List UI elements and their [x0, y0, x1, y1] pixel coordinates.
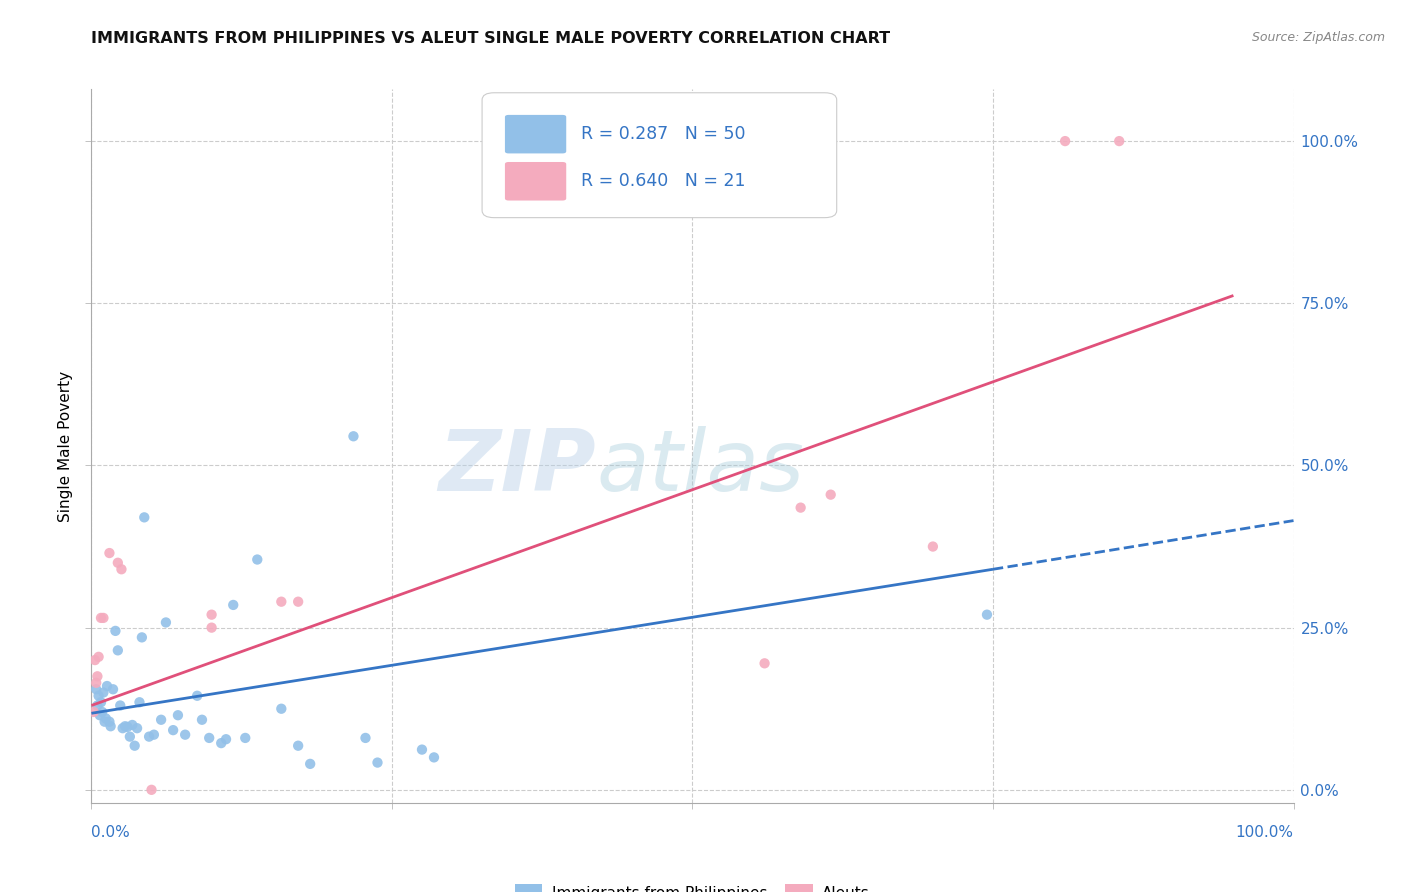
Point: [222, 598, 245, 612]
Y-axis label: Single Male Poverty: Single Male Poverty: [58, 370, 73, 522]
Point: [186, 689, 208, 703]
Point: [174, 728, 197, 742]
Point: [138, 730, 160, 744]
FancyBboxPatch shape: [505, 115, 567, 153]
Point: [201, 607, 224, 622]
Point: [87, 689, 110, 703]
Point: [131, 631, 153, 645]
Point: [354, 731, 377, 745]
Point: [922, 540, 945, 554]
Point: [1108, 134, 1130, 148]
FancyBboxPatch shape: [505, 162, 567, 201]
Point: [107, 556, 129, 570]
Point: [141, 782, 163, 797]
Point: [191, 713, 214, 727]
Point: [215, 732, 238, 747]
Text: IMMIGRANTS FROM PHILIPPINES VS ALEUT SINGLE MALE POVERTY CORRELATION CHART: IMMIGRANTS FROM PHILIPPINES VS ALEUT SIN…: [91, 31, 890, 46]
Point: [89, 708, 111, 723]
Point: [101, 682, 124, 697]
Point: [91, 705, 114, 719]
Point: [342, 429, 364, 443]
Text: 100.0%: 100.0%: [1236, 825, 1294, 840]
Point: [100, 719, 122, 733]
Point: [820, 488, 842, 502]
Point: [789, 500, 811, 515]
Point: [270, 595, 292, 609]
Point: [246, 552, 269, 566]
Point: [93, 685, 115, 699]
Point: [84, 653, 107, 667]
Point: [162, 723, 184, 738]
Point: [94, 711, 117, 725]
Text: Source: ZipAtlas.com: Source: ZipAtlas.com: [1251, 31, 1385, 45]
Text: 0.0%: 0.0%: [91, 825, 131, 840]
Point: [287, 595, 309, 609]
Point: [98, 546, 121, 560]
Point: [98, 714, 121, 729]
Point: [96, 679, 118, 693]
Point: [86, 669, 108, 683]
Point: [83, 705, 105, 719]
Point: [1054, 134, 1077, 148]
Point: [134, 510, 156, 524]
Point: [201, 621, 224, 635]
Text: R = 0.640   N = 21: R = 0.640 N = 21: [581, 171, 745, 189]
Point: [84, 682, 107, 697]
Point: [118, 730, 141, 744]
Point: [107, 643, 129, 657]
Point: [209, 736, 232, 750]
Point: [366, 756, 388, 770]
Point: [233, 731, 256, 745]
Point: [110, 698, 132, 713]
Point: [125, 721, 148, 735]
Text: R = 0.287   N = 50: R = 0.287 N = 50: [581, 125, 745, 143]
Point: [198, 731, 221, 745]
Point: [150, 713, 173, 727]
Point: [93, 714, 115, 729]
Point: [287, 739, 309, 753]
Text: atlas: atlas: [596, 425, 804, 509]
Point: [110, 562, 132, 576]
Point: [90, 611, 112, 625]
Text: ZIP: ZIP: [439, 425, 596, 509]
Point: [155, 615, 177, 630]
Point: [270, 702, 292, 716]
Point: [90, 695, 112, 709]
Point: [976, 607, 998, 622]
Point: [111, 721, 134, 735]
Point: [114, 719, 136, 733]
Point: [299, 756, 322, 771]
Legend: Immigrants from Philippines, Aleuts: Immigrants from Philippines, Aleuts: [509, 879, 876, 892]
Point: [121, 718, 143, 732]
Point: [84, 675, 107, 690]
FancyBboxPatch shape: [482, 93, 837, 218]
Point: [411, 742, 433, 756]
Point: [124, 739, 146, 753]
Point: [93, 611, 115, 625]
Point: [423, 750, 446, 764]
Point: [754, 657, 776, 671]
Point: [117, 720, 139, 734]
Point: [128, 695, 150, 709]
Point: [104, 624, 127, 638]
Point: [142, 728, 165, 742]
Point: [86, 698, 108, 713]
Point: [167, 708, 190, 723]
Point: [87, 649, 110, 664]
